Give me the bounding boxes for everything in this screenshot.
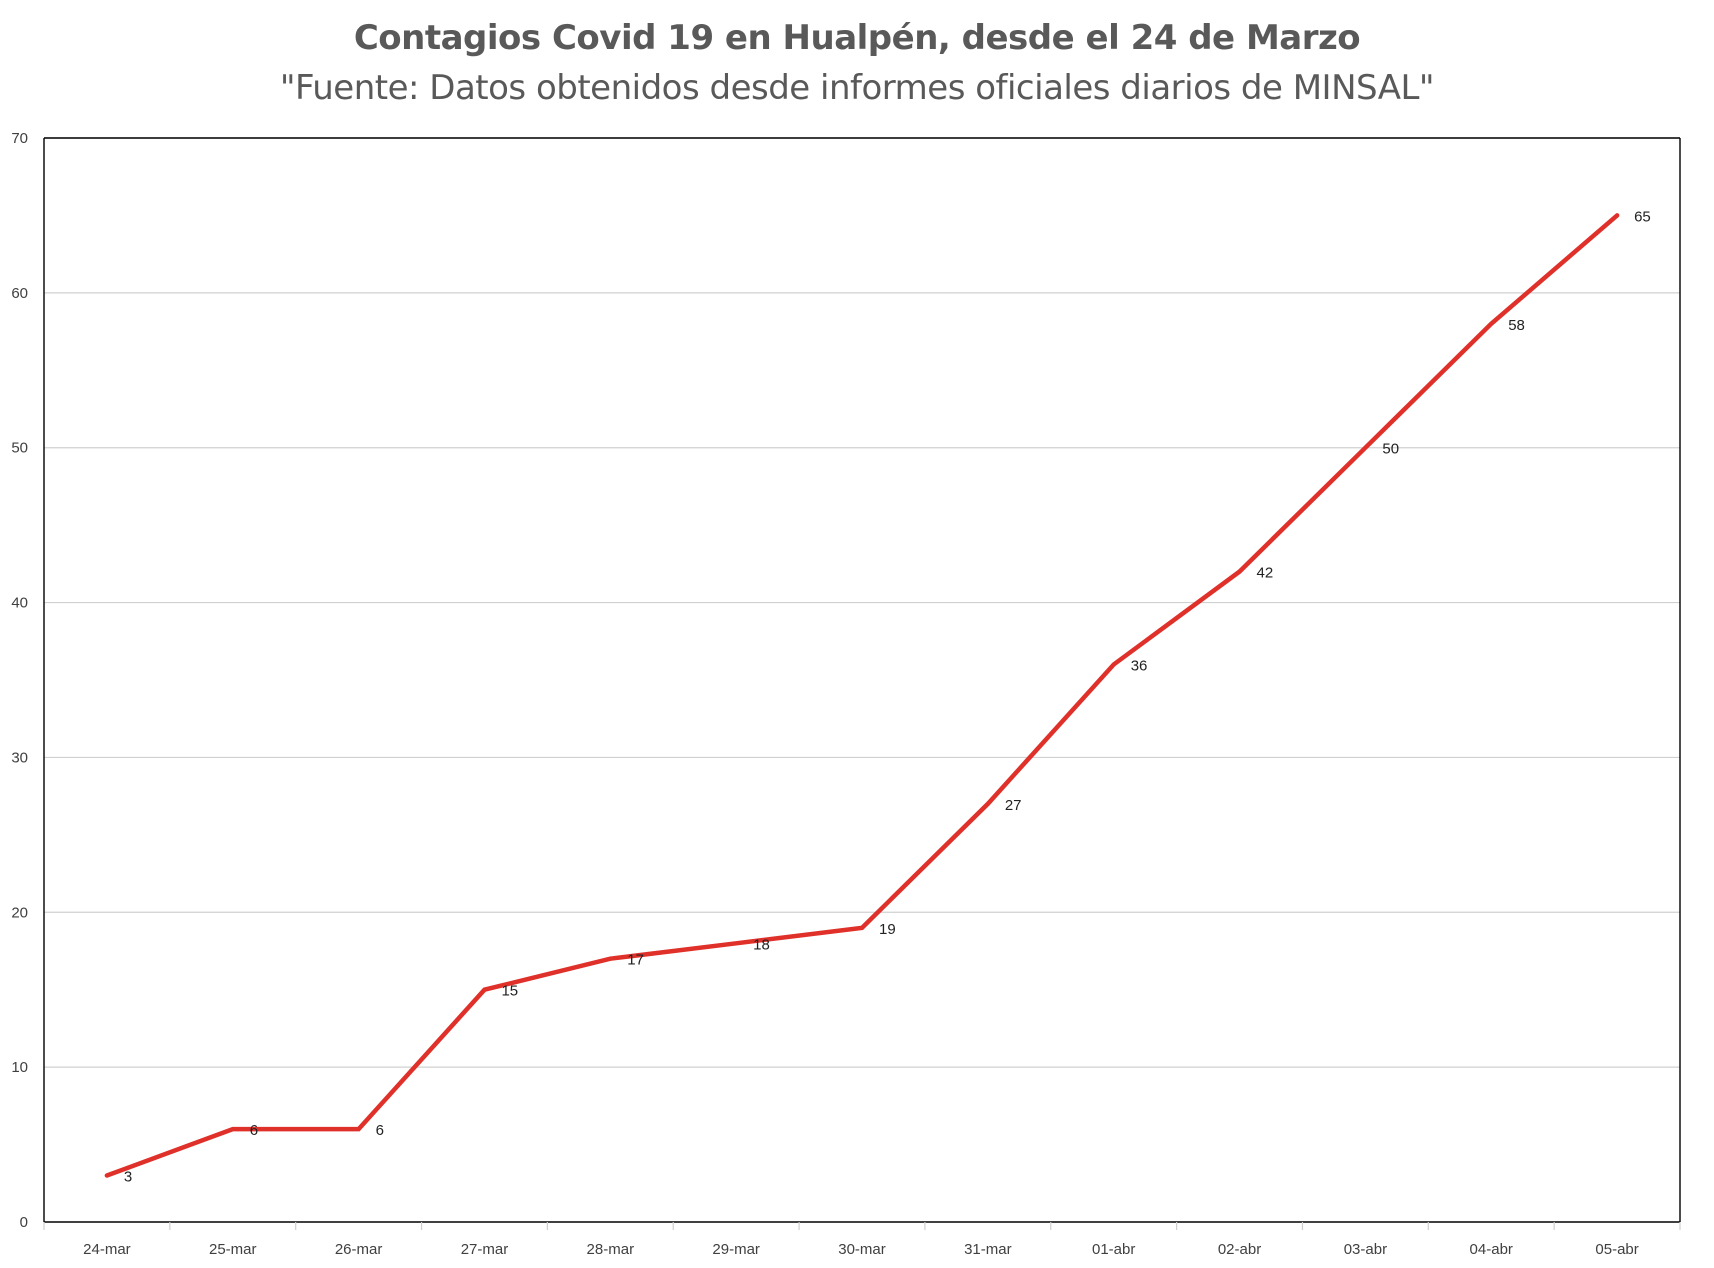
series-line-0 [104,213,1620,1178]
x-tick-label: 01-abr [1092,1241,1135,1258]
chart-axes [43,137,1681,1230]
x-tick-label: 03-abr [1344,1241,1387,1258]
data-label: 15 [501,983,518,1000]
data-label: 50 [1382,441,1399,458]
data-label: 17 [627,952,644,969]
data-label: 58 [1508,317,1525,334]
y-tick-label: 20 [11,904,28,921]
data-label: 3 [124,1169,132,1186]
y-tick-label: 10 [11,1059,28,1076]
y-tick-label: 0 [20,1214,28,1231]
chart-subtitle: "Fuente: Datos obtenidos desde informes … [279,68,1435,108]
x-tick-label: 26-mar [335,1241,383,1258]
x-tick-label: 30-mar [838,1241,886,1258]
data-label: 6 [376,1122,384,1139]
x-tick-labels: 24-mar 25-mar 26-mar 27-mar 28-mar 29-mar 30-m… [83,1241,1639,1258]
x-tick-label: 25-mar [209,1241,257,1258]
data-label: 65 [1634,208,1651,225]
y-tick-label: 30 [11,749,28,766]
x-tick-label: 27-mar [461,1241,509,1258]
x-tick-label: 02-abr [1218,1241,1261,1258]
chart-title: Contagios Covid 19 en Hualpén, desde el … [353,18,1361,58]
y-tick-label: 40 [11,595,28,612]
series-line [104,213,1620,1178]
data-label: 6 [250,1122,258,1139]
data-label: 18 [753,936,770,953]
data-label: 19 [879,921,896,938]
y-tick-label: 50 [11,440,28,457]
x-tick-label: 24-mar [83,1241,131,1258]
y-tick-labels: 0 10 20 30 40 50 60 70 [11,130,28,1231]
data-label: 42 [1257,565,1274,582]
x-tick-label: 05-abr [1595,1241,1638,1258]
x-tick-label: 31-mar [964,1241,1012,1258]
y-tick-label: 60 [11,285,28,302]
data-label: 27 [1005,797,1022,814]
y-tick-label: 70 [11,130,28,147]
x-tick-label: 04-abr [1470,1241,1513,1258]
x-tick-label: 29-mar [712,1241,760,1258]
data-label: 36 [1131,658,1148,675]
x-tick-label: 28-mar [587,1241,635,1258]
